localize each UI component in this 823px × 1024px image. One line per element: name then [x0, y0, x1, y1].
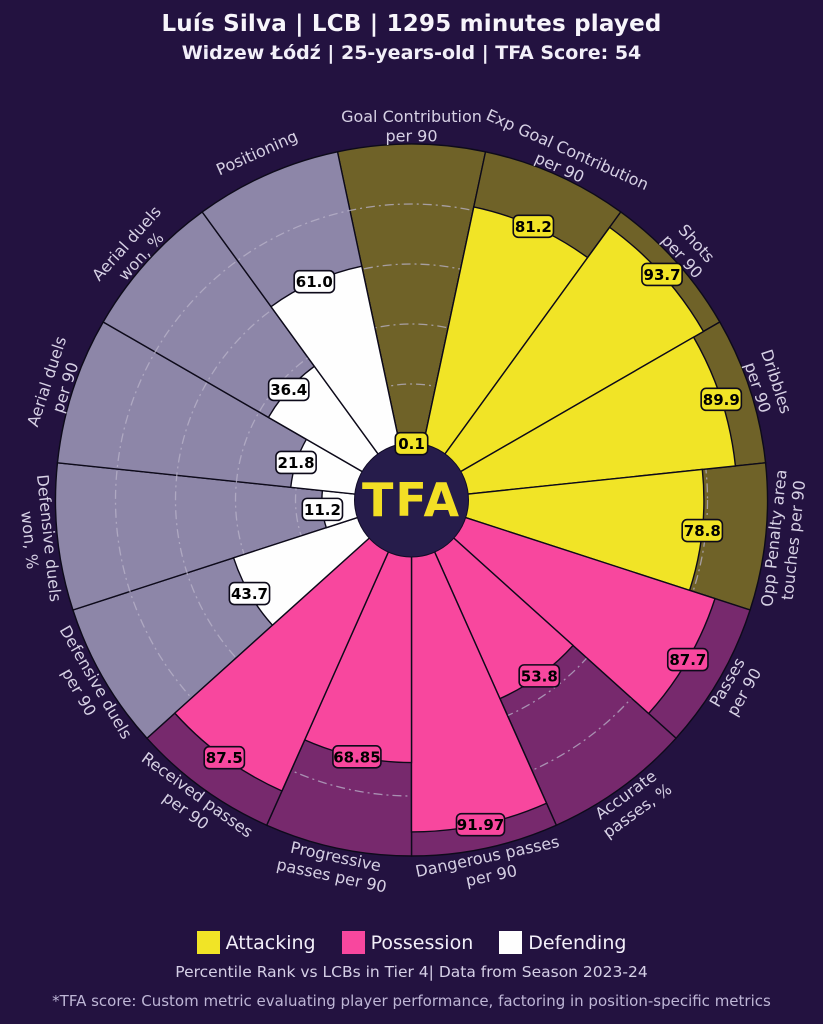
page-subtitle: Widzew Łódź | 25-years-old | TFA Score: … [181, 41, 642, 64]
legend-label: Defending [528, 931, 627, 954]
value-box-aerial-duels-won: 36.4 [267, 377, 310, 402]
value-text: 89.9 [703, 391, 740, 409]
legend-label: Attacking [225, 931, 316, 954]
center-badge: TFA [354, 442, 469, 558]
value-box-passes-per-90: 87.7 [666, 647, 709, 672]
value-box-progressive-passes-per-90: 68.85 [332, 745, 382, 769]
value-text: 11.2 [304, 501, 341, 519]
page-title: Luís Silva | LCB | 1295 minutes played [161, 11, 662, 37]
value-box-rect [394, 431, 429, 456]
param-label-goal-contribution-per-90: Goal Contribution per 90 [341, 107, 482, 146]
legend-item-possession: Possession [341, 931, 474, 954]
value-box-rect [267, 377, 310, 402]
value-box-rect [301, 497, 344, 522]
value-box-rect [332, 745, 382, 769]
value-box-rect [228, 581, 271, 606]
legend-item-defending: Defending [499, 931, 626, 954]
value-text: 36.4 [270, 381, 307, 399]
value-text: 81.2 [515, 218, 552, 236]
value-box-defensive-duels-per-90: 43.7 [228, 581, 271, 606]
value-box-goal-contribution-per-90: 0.1 [394, 431, 429, 456]
value-box-rect [203, 745, 246, 770]
value-box-accurate-passes: 53.8 [518, 664, 561, 688]
chart-header: Luís Silva | LCB | 1295 minutes played W… [0, 10, 823, 66]
value-box-exp-goal-contribution-per-90: 81.2 [512, 214, 555, 239]
value-box-rect [518, 664, 561, 688]
defending-swatch-icon [499, 931, 523, 954]
value-text: 91.97 [457, 816, 504, 834]
value-text: 87.7 [669, 651, 706, 669]
value-text: 21.8 [278, 454, 315, 472]
value-box-rect [455, 812, 506, 837]
value-text: 68.85 [333, 748, 380, 766]
value-text: 78.8 [684, 522, 721, 540]
percentile-note: Percentile Rank vs LCBs in Tier 4| Data … [175, 963, 648, 981]
value-text: 43.7 [231, 585, 268, 603]
value-box-rect [641, 262, 683, 287]
value-box-dangerous-passes-per-90: 91.97 [455, 812, 506, 837]
value-box-aerial-duels-per-90: 21.8 [275, 450, 317, 475]
attacking-swatch-icon [196, 931, 220, 954]
value-box-rect [681, 518, 724, 543]
value-slices [173, 206, 737, 833]
value-box-shots-per-90: 93.7 [641, 262, 683, 287]
value-text: 93.7 [644, 266, 681, 284]
value-box-rect [293, 269, 336, 294]
tfa-score-note: *TFA score: Custom metric evaluating pla… [52, 992, 771, 1010]
value-box-rect [700, 387, 743, 412]
tfa-logo: TFA [362, 473, 461, 527]
value-box-dribbles-per-90: 89.9 [700, 387, 743, 412]
value-box-rect [512, 214, 555, 239]
value-box-opp-penalty-area-touches-per-90: 78.8 [681, 518, 724, 543]
value-text: 53.8 [521, 667, 558, 685]
legend: Attacking Possession Defending [0, 931, 823, 954]
possession-swatch-icon [341, 931, 365, 954]
legend-label: Possession [370, 931, 474, 954]
value-box-rect [275, 450, 317, 475]
value-box-positioning: 61.0 [293, 269, 336, 294]
value-text: 87.5 [206, 749, 243, 767]
value-box-rect [666, 647, 709, 672]
value-box-defensive-duels-won: 11.2 [301, 497, 344, 522]
legend-item-attacking: Attacking [196, 931, 316, 954]
value-text: 0.1 [398, 435, 425, 453]
value-boxes: 0.1 81.2 93.7 89.9 78.8 87.7 53.8 91.97 68.85 87.… [203, 214, 743, 837]
value-box-received-passes-per-90: 87.5 [203, 745, 246, 770]
value-text: 61.0 [296, 273, 333, 291]
